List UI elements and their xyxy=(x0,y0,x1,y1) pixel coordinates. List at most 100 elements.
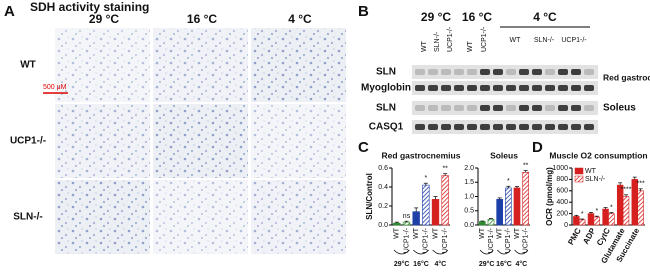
lane-label: WT xyxy=(467,40,474,52)
x-tick-label: WT xyxy=(497,227,504,239)
lane-label: WT xyxy=(510,37,522,44)
blot-band xyxy=(584,105,594,111)
group-label: 4°C xyxy=(434,260,446,268)
blot-band xyxy=(454,69,464,75)
blot-band xyxy=(441,69,451,75)
group-label: 16°C xyxy=(413,260,429,268)
blot-band xyxy=(545,85,555,91)
blot-background xyxy=(412,65,598,79)
significance: * xyxy=(581,211,584,218)
legend-swatch xyxy=(574,175,584,183)
blot-band xyxy=(454,105,464,111)
blot-band xyxy=(493,69,503,75)
blot-label: SLN xyxy=(376,67,396,78)
bar xyxy=(578,219,586,226)
blot-band xyxy=(571,105,581,111)
significance: *** xyxy=(637,181,645,188)
x-tick-label: UCP1-/- xyxy=(523,227,530,253)
column-header: 4 °C xyxy=(288,12,312,26)
blot-band xyxy=(532,105,542,111)
x-tick-label: WT xyxy=(413,227,420,239)
y-tick-label: 0.2 xyxy=(378,203,388,210)
blot-band xyxy=(467,85,477,91)
significance: **** xyxy=(621,187,632,194)
blot-band xyxy=(571,85,581,91)
tissue-label: Red gastroc-nemius xyxy=(603,72,650,82)
group-bracket xyxy=(393,249,410,255)
x-tick-label: WT xyxy=(514,227,521,239)
group-bracket xyxy=(413,249,429,255)
bar xyxy=(504,187,512,226)
blot-band xyxy=(532,124,542,130)
blot-band xyxy=(506,69,516,75)
x-tick-label: UCP1-/- xyxy=(442,227,449,253)
group-bracket xyxy=(497,249,511,255)
legend-label: SLN-/- xyxy=(585,176,606,183)
bar xyxy=(637,190,644,226)
significance: ** xyxy=(442,166,448,173)
panel-label: D xyxy=(532,139,543,156)
blot-band xyxy=(571,69,581,75)
bar xyxy=(522,171,530,226)
bar xyxy=(587,213,595,226)
panel-label: C xyxy=(358,139,369,156)
blot-band xyxy=(454,85,464,91)
group-label: 4°C xyxy=(515,260,527,268)
blot-band xyxy=(584,85,594,91)
blot-background xyxy=(412,120,598,134)
y-tick-label: 0.6 xyxy=(378,165,388,172)
blot-band xyxy=(441,85,451,91)
x-tick-label: PMC xyxy=(566,226,583,246)
blot-band xyxy=(532,69,542,75)
blot-band xyxy=(480,124,490,130)
bar xyxy=(602,208,609,226)
blot-band xyxy=(467,69,477,75)
lane-label: SLN-/- xyxy=(434,31,441,52)
significance: * xyxy=(610,204,613,211)
blot-band xyxy=(558,105,568,111)
significance: * xyxy=(507,178,510,185)
blot-band xyxy=(532,85,542,91)
micrograph xyxy=(55,104,150,178)
blot-band xyxy=(441,105,451,111)
bar xyxy=(573,216,580,226)
scale-bar-label: 500 μM xyxy=(43,84,67,91)
lane-label: WT xyxy=(421,40,428,52)
bar xyxy=(496,199,503,226)
blot-band xyxy=(519,105,529,111)
blot-band xyxy=(493,85,503,91)
lane-label: UCP1-/- xyxy=(447,26,454,52)
tissue-label: Soleus xyxy=(603,103,636,114)
micrograph xyxy=(55,28,150,102)
y-tick-label: 1.5 xyxy=(464,179,474,186)
significance: ** xyxy=(523,162,529,169)
column-header: 29 °C xyxy=(89,12,119,26)
micrograph xyxy=(153,180,248,254)
temperature: 29 °C xyxy=(421,10,451,24)
blot-band xyxy=(493,105,503,111)
y-axis-label: OCR (pmol/mg) xyxy=(545,167,554,226)
group-label: 29°C xyxy=(479,260,495,268)
blot-band xyxy=(428,124,438,130)
legend-swatch xyxy=(574,167,584,175)
blot-band xyxy=(415,85,425,91)
bar xyxy=(422,184,430,226)
temperature: 16 °C xyxy=(462,10,492,24)
row-label: WT xyxy=(20,60,36,71)
lane-label: UCP1-/- xyxy=(561,37,587,44)
blot-band xyxy=(519,69,529,75)
x-tick-label: WT xyxy=(479,227,486,239)
micrograph xyxy=(251,104,346,178)
blot-band xyxy=(545,69,555,75)
bar xyxy=(441,175,449,226)
blot-band xyxy=(584,69,594,75)
bar xyxy=(513,187,521,226)
x-tick-label: UCP1-/- xyxy=(505,227,512,253)
y-axis-label: SLN/Control xyxy=(365,173,374,220)
blot-band xyxy=(467,124,477,130)
x-tick-label: WT xyxy=(394,227,401,239)
blot-band xyxy=(415,69,425,75)
y-tick-label: 0.0 xyxy=(378,222,388,229)
x-tick-label: UCP1-/- xyxy=(423,227,430,253)
